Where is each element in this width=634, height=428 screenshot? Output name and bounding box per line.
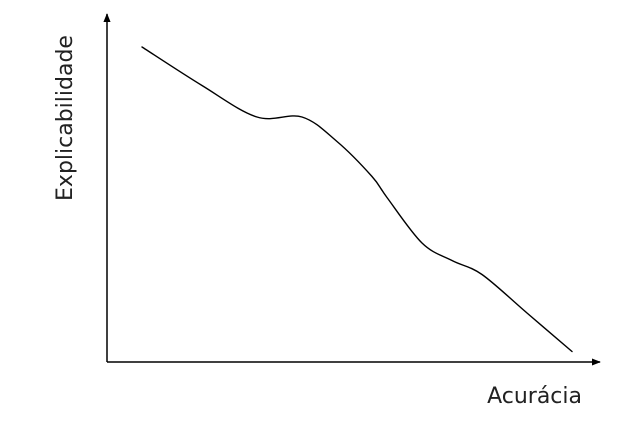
series-line <box>141 46 573 353</box>
x-axis-label: Acurácia <box>487 384 582 409</box>
y-axis-label: Explicabilidade <box>53 35 78 201</box>
